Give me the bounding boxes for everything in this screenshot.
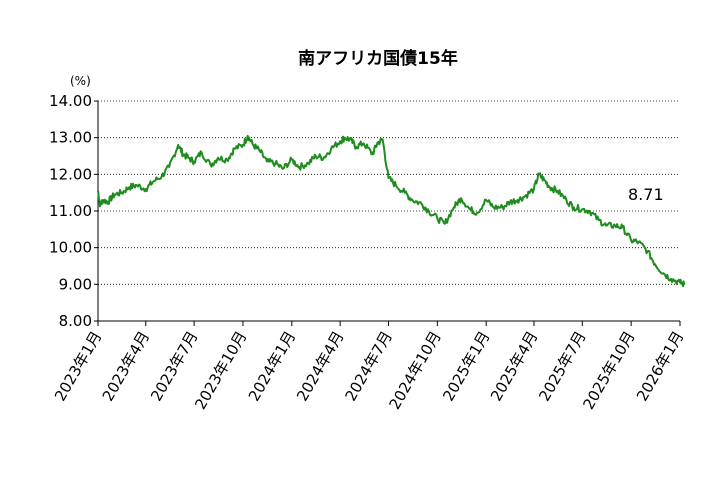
x-tick-label: 2023年4月 [99,328,153,404]
series-layer [97,134,686,288]
y-tick-label: 8.00 [59,312,92,330]
x-tick-label: 2025年4月 [487,328,541,404]
axes [94,100,681,326]
x-tick-label: 2024年10月 [386,328,445,413]
x-tick-label: 2024年4月 [293,328,347,404]
series-line [97,134,686,288]
x-tick-label: 2024年1月 [245,328,299,404]
x-tick-label: 2023年1月 [51,328,105,404]
x-tick-label: 2023年7月 [147,328,201,404]
x-tick-label: 2025年7月 [535,328,589,404]
y-tick-label: 9.00 [59,275,92,293]
y-tick-label: 14.00 [49,92,92,110]
y-tick-label: 12.00 [49,165,92,183]
x-tick-label: 2024年7月 [341,328,395,404]
grid-lines [98,100,680,285]
x-tick-label: 2023年10月 [191,328,250,413]
y-tick-label: 11.00 [49,202,92,220]
y-tick-labels: 14.00 13.00 12.00 11.00 10.00 9.00 8.00 [49,92,92,330]
x-tick-label: 2025年1月 [439,328,493,404]
y-tick-label: 13.00 [49,129,92,147]
x-tick-label: 2026年1月 [633,328,687,404]
chart-title: 南アフリカ国債15年 [298,48,458,69]
x-tick-label: 2025年10月 [579,328,638,413]
unit-label: (%) [70,74,91,88]
x-tick-labels: 2023年1月2023年4月2023年7月2023年10月2024年1月2024… [51,328,687,413]
value-annotation: 8.71 [628,185,664,204]
y-tick-label: 10.00 [49,239,92,257]
